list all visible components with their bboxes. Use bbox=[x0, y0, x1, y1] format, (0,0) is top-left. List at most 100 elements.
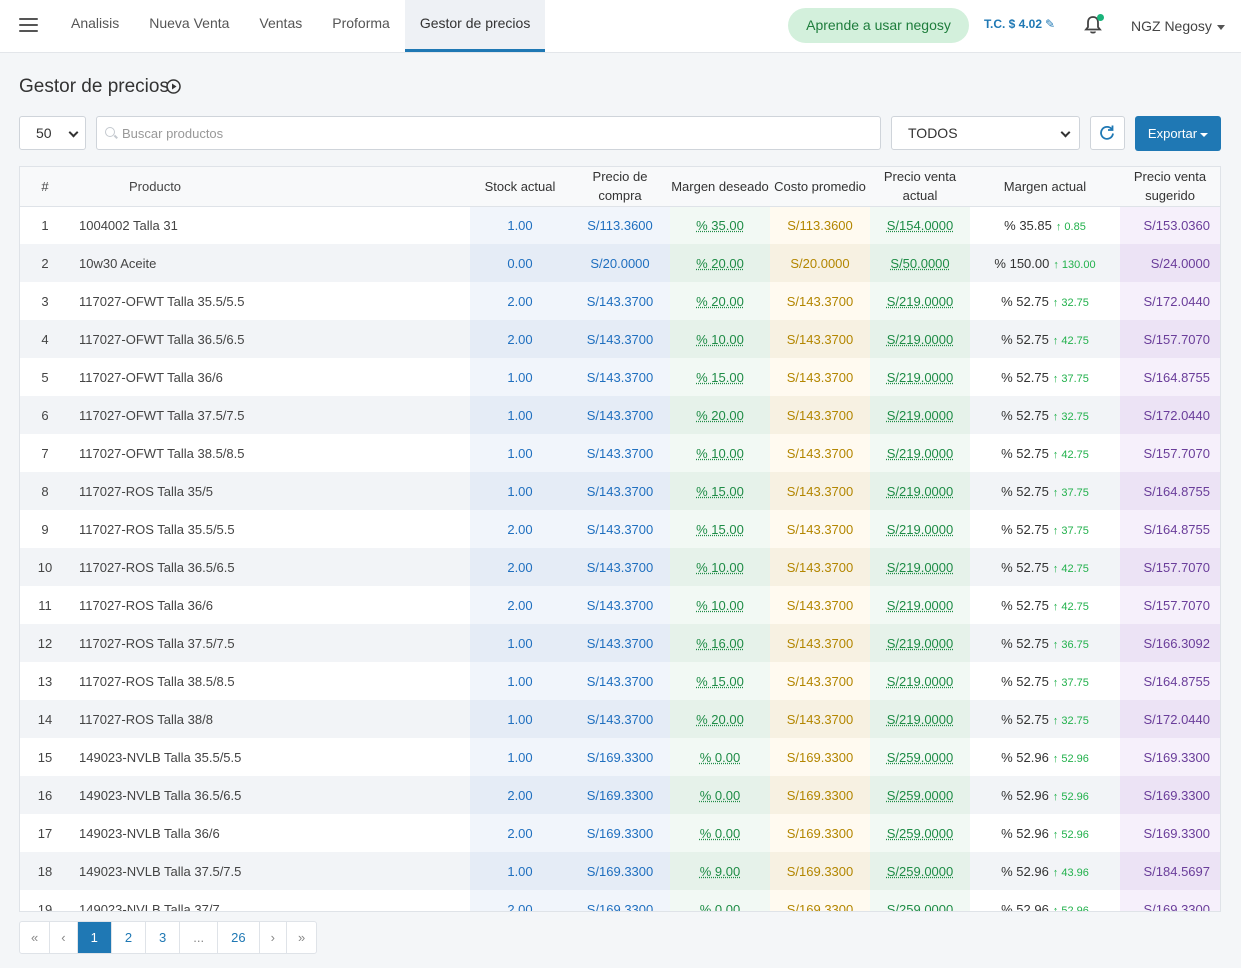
sale-price-editable[interactable]: S/219.0000 bbox=[870, 548, 970, 586]
sale-price-editable[interactable]: S/259.0000 bbox=[870, 776, 970, 814]
desired-margin-editable[interactable]: % 20.00 bbox=[670, 700, 770, 738]
sale-price-editable[interactable]: S/219.0000 bbox=[870, 396, 970, 434]
desired-margin-editable[interactable]: % 10.00 bbox=[670, 548, 770, 586]
current-margin-value: % 52.96 bbox=[1001, 787, 1049, 803]
sale-price-editable[interactable]: S/219.0000 bbox=[870, 586, 970, 624]
desired-margin-editable[interactable]: % 10.00 bbox=[670, 586, 770, 624]
desired-margin-editable[interactable]: % 0.00 bbox=[670, 776, 770, 814]
sale-price-editable[interactable]: S/219.0000 bbox=[870, 434, 970, 472]
sale-price-editable[interactable]: S/219.0000 bbox=[870, 320, 970, 358]
desired-margin-editable[interactable]: % 16.00 bbox=[670, 624, 770, 662]
nav-gestor-de-precios[interactable]: Gestor de precios bbox=[404, 0, 546, 52]
price-table-container[interactable]: # Producto Stock actual Precio de compra… bbox=[19, 166, 1221, 912]
stock-value: 1.00 bbox=[470, 396, 570, 434]
page-prev-button[interactable]: ‹ bbox=[50, 922, 78, 953]
page-2-button[interactable]: 2 bbox=[112, 922, 147, 953]
sale-price-editable[interactable]: S/259.0000 bbox=[870, 738, 970, 776]
page-last-button[interactable]: » bbox=[297, 930, 306, 945]
margin-delta: ↑ 43.96 bbox=[1052, 866, 1089, 879]
export-button[interactable]: Exportar bbox=[1135, 116, 1221, 151]
learn-negosy-button[interactable]: Aprende a usar negosy bbox=[788, 8, 969, 43]
buy-price-value: S/143.3700 bbox=[570, 358, 670, 396]
suggested-price-value: S/157.7070 bbox=[1120, 548, 1220, 586]
export-label: Exportar bbox=[1147, 126, 1198, 141]
sale-price-editable[interactable]: S/154.0000 bbox=[870, 206, 970, 244]
header-product[interactable]: Producto bbox=[70, 167, 470, 207]
current-margin-cell: % 52.75 ↑ 42.75 bbox=[970, 434, 1120, 472]
desired-margin-editable[interactable]: % 0.00 bbox=[670, 814, 770, 852]
page-first-button[interactable]: « bbox=[20, 922, 51, 953]
margin-delta: ↑ 52.96 bbox=[1052, 828, 1089, 841]
price-table: # Producto Stock actual Precio de compra… bbox=[20, 167, 1220, 912]
margin-delta: ↑ 37.75 bbox=[1052, 486, 1089, 499]
header-current-margin[interactable]: Margen actual bbox=[970, 167, 1120, 207]
header-suggested-price[interactable]: Precio venta sugerido bbox=[1120, 167, 1220, 207]
product-name: 117027-ROS Talla 38.5/8.5 bbox=[79, 673, 235, 689]
desired-margin-editable[interactable]: % 15.00 bbox=[670, 662, 770, 700]
per-page-select[interactable]: 50 bbox=[19, 116, 86, 150]
avg-cost-value: S/143.3700 bbox=[770, 662, 870, 700]
product-name: 117027-OFWT Talla 37.5/7.5 bbox=[70, 396, 470, 434]
stock-value: 1.00 bbox=[470, 738, 570, 776]
sale-price-editable[interactable]: S/259.0000 bbox=[870, 852, 970, 890]
header-desired-margin[interactable]: Margen deseado bbox=[670, 167, 770, 207]
page-26-button[interactable]: 26 bbox=[218, 922, 260, 953]
sale-price-editable[interactable]: S/219.0000 bbox=[870, 700, 970, 738]
refresh-button[interactable] bbox=[1090, 116, 1125, 150]
desired-margin-editable[interactable]: % 15.00 bbox=[670, 510, 770, 548]
desired-margin-editable[interactable]: % 10.00 bbox=[670, 434, 770, 472]
header-avg-cost[interactable]: Costo promedio bbox=[770, 167, 870, 207]
page-1-button[interactable]: 1 bbox=[77, 922, 112, 953]
row-number: 9 bbox=[41, 521, 49, 537]
desired-margin-editable[interactable]: % 20.00 bbox=[670, 282, 770, 320]
desired-margin-editable[interactable]: % 15.00 bbox=[670, 358, 770, 396]
table-row: 13 117027-ROS Talla 38.5/8.5 1.00 S/143.370… bbox=[20, 662, 1220, 700]
search-icon bbox=[105, 127, 115, 137]
margin-delta: ↑ 42.75 bbox=[1052, 562, 1089, 575]
desired-margin-editable[interactable]: % 9.00 bbox=[670, 852, 770, 890]
nav-ventas[interactable]: Ventas bbox=[259, 15, 303, 31]
nav-proforma[interactable]: Proforma bbox=[332, 15, 390, 31]
desired-margin-editable[interactable]: % 20.00 bbox=[670, 396, 770, 434]
hamburger-icon[interactable] bbox=[19, 18, 38, 32]
margin-delta: ↑ 42.75 bbox=[1052, 448, 1089, 461]
page-next-button[interactable]: › bbox=[260, 922, 287, 953]
product-name: 149023-NVLB Talla 36/6 bbox=[79, 825, 220, 841]
sale-price-editable[interactable]: S/50.0000 bbox=[870, 244, 970, 282]
header-stock[interactable]: Stock actual bbox=[470, 167, 570, 207]
sale-price-editable[interactable]: S/219.0000 bbox=[870, 282, 970, 320]
desired-margin-editable[interactable]: % 15.00 bbox=[670, 472, 770, 510]
nav-analisis[interactable]: Analisis bbox=[71, 15, 120, 31]
sale-price-editable[interactable]: S/259.0000 bbox=[870, 814, 970, 852]
top-navbar: Analisis Nueva Venta Ventas Proforma Ges… bbox=[0, 0, 1241, 53]
bell-icon[interactable] bbox=[1084, 14, 1104, 35]
product-name: 117027-OFWT Talla 36/6 bbox=[79, 369, 223, 385]
sale-price-editable[interactable]: S/259.0000 bbox=[870, 890, 970, 911]
stock-value: 2.00 bbox=[470, 814, 570, 852]
desired-margin-editable[interactable]: % 10.00 bbox=[670, 320, 770, 358]
suggested-price-value: S/157.7070 bbox=[1120, 320, 1220, 358]
play-circle-icon[interactable] bbox=[166, 79, 181, 94]
exchange-rate-link[interactable]: T.C. $ 4.02 ✎ bbox=[984, 17, 1055, 31]
suggested-price-value: S/157.7070 bbox=[1120, 586, 1220, 624]
desired-margin-editable[interactable]: % 0.00 bbox=[670, 738, 770, 776]
desired-margin-editable[interactable]: % 20.00 bbox=[670, 244, 770, 282]
sale-price-editable[interactable]: S/219.0000 bbox=[870, 624, 970, 662]
nav-nueva-venta[interactable]: Nueva Venta bbox=[149, 15, 230, 31]
header-sale-price[interactable]: Precio venta actual bbox=[870, 167, 970, 207]
desired-margin-editable[interactable]: % 35.00 bbox=[670, 206, 770, 244]
desired-margin-editable[interactable]: % 0.00 bbox=[670, 890, 770, 911]
page-3-button[interactable]: 3 bbox=[146, 922, 181, 953]
current-margin-cell: % 52.96 ↑ 52.96 bbox=[970, 890, 1120, 912]
sale-price-editable[interactable]: S/219.0000 bbox=[870, 510, 970, 548]
sale-price-editable[interactable]: S/219.0000 bbox=[870, 662, 970, 700]
stock-value: 2.00 bbox=[470, 890, 570, 911]
user-menu[interactable]: NGZ Negosy bbox=[1131, 18, 1225, 34]
search-input[interactable]: Buscar productos bbox=[96, 116, 881, 150]
suggested-price-value: S/164.8755 bbox=[1120, 510, 1220, 548]
category-filter-select[interactable]: TODOS bbox=[891, 116, 1080, 150]
row-number: 5 bbox=[41, 369, 49, 385]
header-buy-price[interactable]: Precio de compra bbox=[570, 167, 670, 207]
sale-price-editable[interactable]: S/219.0000 bbox=[870, 358, 970, 396]
sale-price-editable[interactable]: S/219.0000 bbox=[870, 472, 970, 510]
